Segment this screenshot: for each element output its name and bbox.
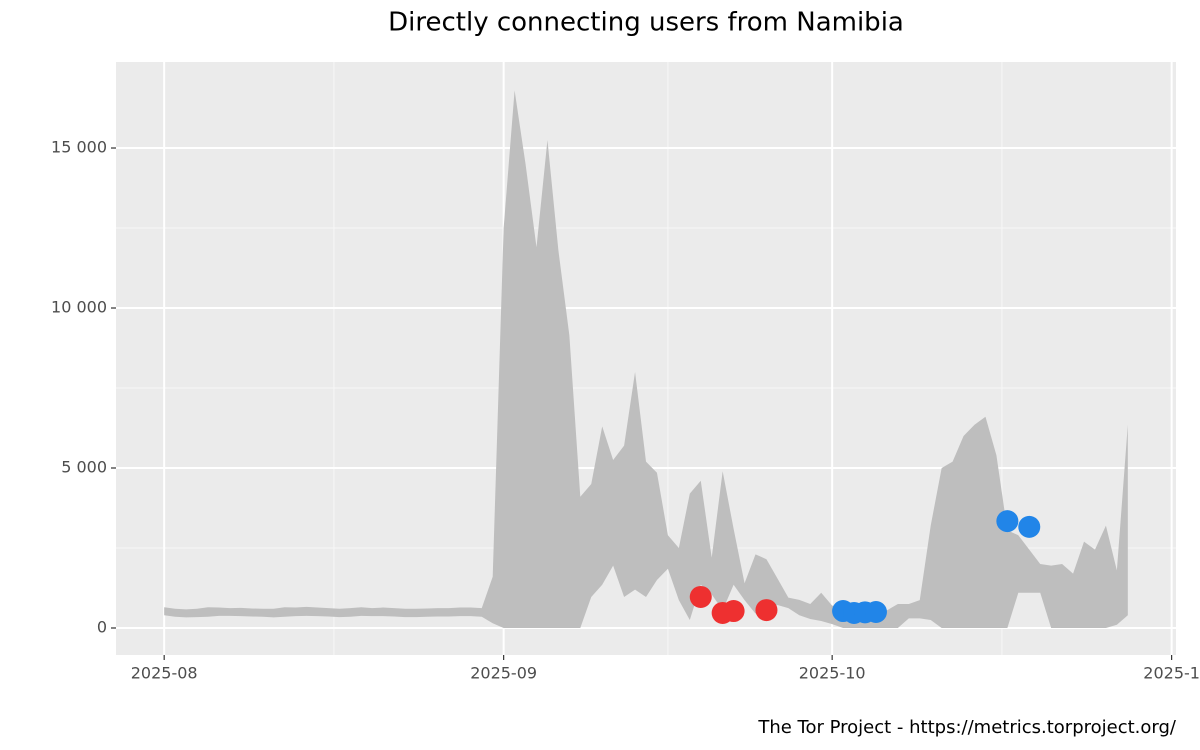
x-tick-label: 2025-1 (1143, 664, 1200, 683)
point (996, 510, 1019, 533)
y-tick-label: 5 000 (61, 457, 107, 476)
point (755, 599, 778, 622)
chart-title: Directly connecting users from Namibia (388, 8, 904, 38)
x-tick-label: 2025-08 (131, 664, 198, 683)
y-tick-label: 0 (97, 617, 107, 636)
point (864, 600, 887, 623)
y-tick-label: 15 000 (51, 138, 107, 157)
point (722, 600, 745, 623)
point (689, 585, 712, 608)
point (1018, 515, 1041, 538)
x-tick-label: 2025-09 (470, 664, 537, 683)
caption: The Tor Project - https://metrics.torpro… (757, 717, 1177, 738)
range-band (164, 90, 1128, 628)
x-tick-label: 2025-10 (799, 664, 866, 683)
y-tick-label: 10 000 (51, 298, 107, 317)
